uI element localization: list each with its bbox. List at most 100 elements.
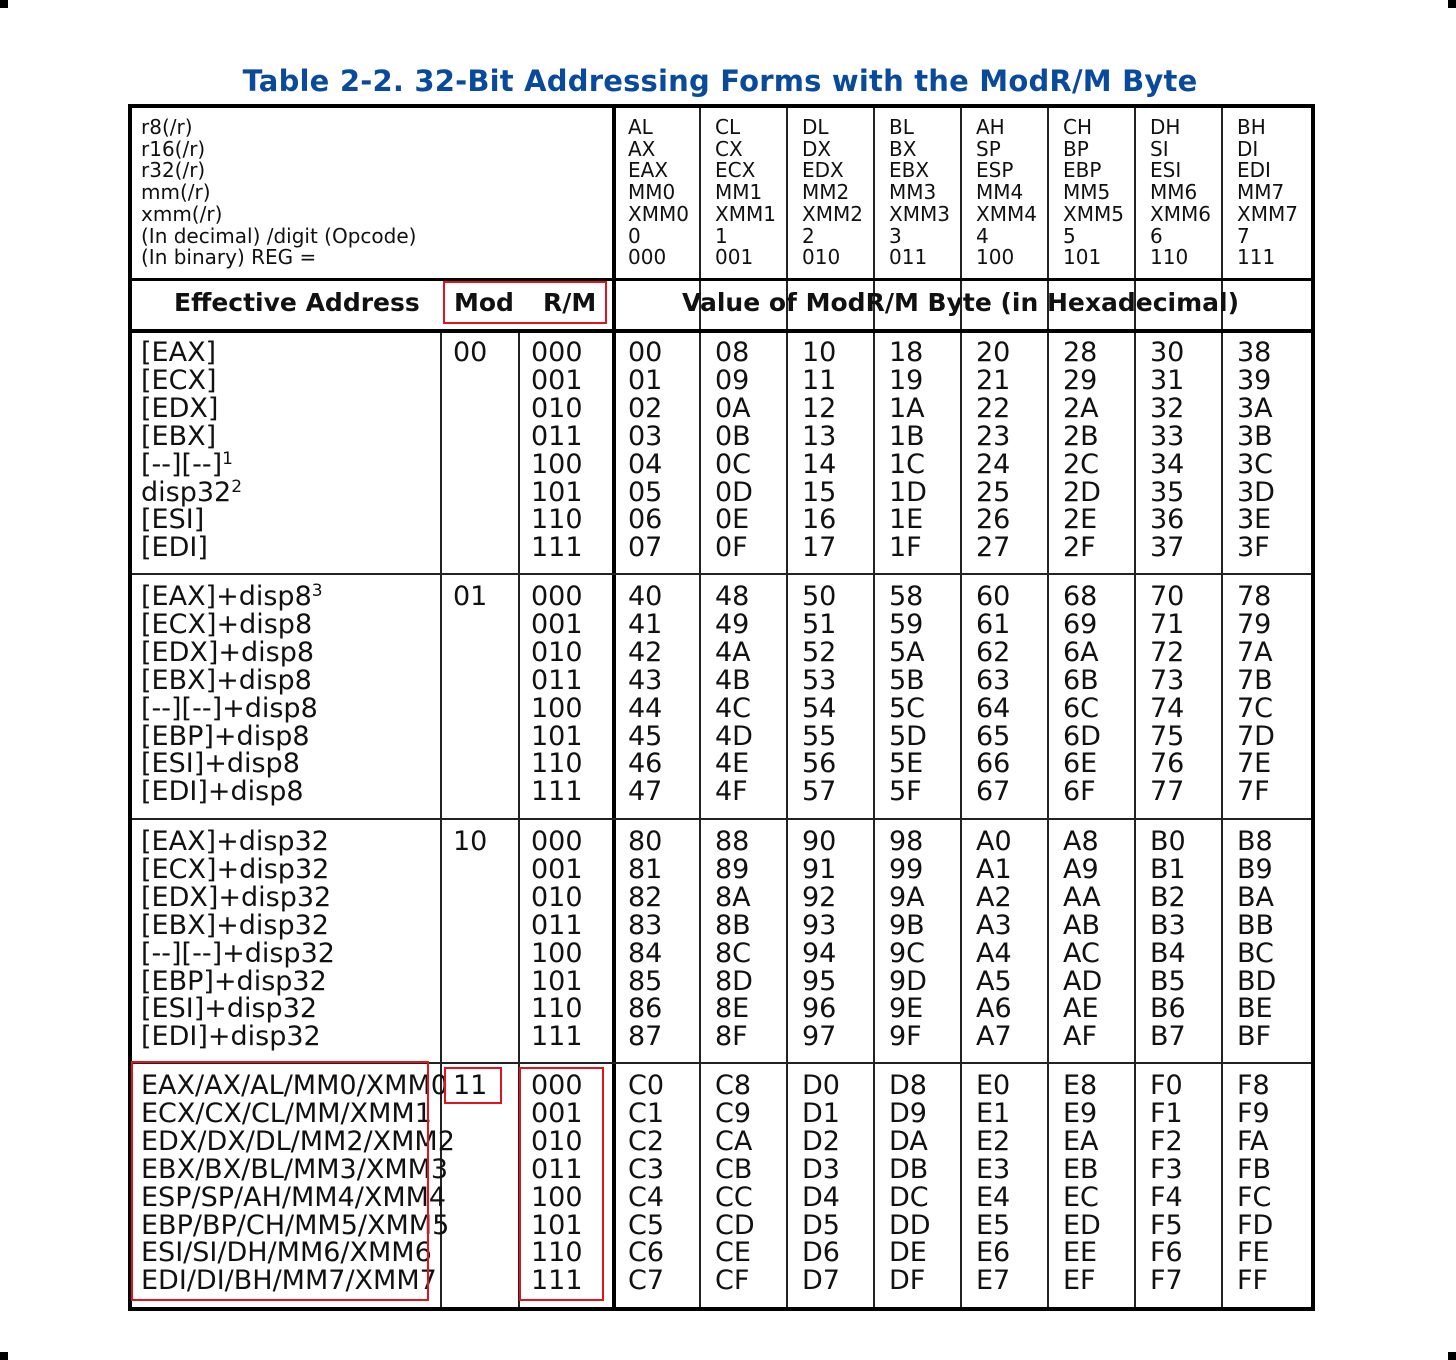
hex-value: E8 — [1063, 1070, 1098, 1101]
register-name: CL — [715, 115, 741, 139]
hex-value: 95 — [802, 965, 837, 997]
column-divider — [786, 108, 788, 1307]
hex-value: 69 — [1063, 608, 1098, 640]
hex-value: 59 — [889, 608, 924, 640]
effective-address-text: ESP/SP/AH/MM4/XMM4 — [141, 1181, 447, 1213]
hex-value: 2F — [1063, 532, 1096, 564]
effective-address: ECX/CX/CL/MM/XMM1 — [141, 1099, 432, 1128]
register-name: 0 — [628, 223, 641, 248]
hex-value: 0D — [715, 476, 753, 508]
hex-value: A6 — [976, 993, 1012, 1025]
hex-value: 93 — [802, 909, 837, 941]
register-name: AL — [628, 115, 653, 139]
footnote-marker: 2 — [231, 476, 243, 497]
hex-value: 00 — [628, 337, 663, 368]
hex-value: 24 — [976, 448, 1011, 480]
rm-value: 101 — [531, 965, 583, 997]
hex-value: 76 — [1150, 748, 1185, 780]
hex-value: 15 — [802, 476, 837, 508]
hex-value: 6D — [1063, 720, 1101, 752]
hex-value: 78 — [1237, 581, 1272, 612]
hex-value: B4 — [1150, 937, 1186, 969]
hex-value: 17 — [802, 532, 837, 564]
rm-value: 110 — [531, 993, 583, 1025]
register-name: EBX — [889, 158, 930, 183]
hex-value: 02 — [628, 392, 663, 424]
hex-value: D3 — [802, 1153, 840, 1185]
register-name: 4 — [976, 223, 989, 248]
register-name: BH — [1237, 115, 1266, 139]
footnote-marker: 3 — [311, 581, 323, 601]
hex-value: 13 — [802, 420, 837, 452]
hex-value: 27 — [976, 532, 1011, 564]
hex-value: 8E — [715, 993, 750, 1025]
register-name: MM7 — [1237, 180, 1285, 205]
hex-value: C1 — [628, 1097, 665, 1129]
hex-value: FD — [1237, 1209, 1274, 1241]
effective-address-header: Effective Address — [174, 288, 420, 317]
hex-value: 04 — [628, 448, 663, 480]
register-name: MM3 — [889, 180, 937, 205]
hex-value: 5D — [889, 720, 927, 752]
rm-header: R/M — [543, 288, 597, 317]
rm-value: 100 — [531, 448, 583, 480]
effective-address-text: [EDI]+disp8 — [141, 776, 304, 808]
hex-value: C3 — [628, 1153, 665, 1185]
hex-value: EF — [1063, 1265, 1096, 1297]
hex-value: 42 — [628, 636, 663, 668]
hex-value: D2 — [802, 1125, 840, 1157]
hex-value: 7E — [1237, 748, 1272, 780]
hex-value: B2 — [1150, 881, 1186, 913]
mod-value: 00 — [453, 337, 488, 368]
hex-value: A0 — [976, 826, 1012, 857]
effective-address: [ECX] — [141, 366, 216, 395]
register-name: ESP — [976, 158, 1014, 183]
hex-value: A8 — [1063, 826, 1099, 857]
hex-value: 43 — [628, 664, 663, 696]
rm-value: 001 — [531, 853, 583, 885]
hex-value: F6 — [1150, 1237, 1183, 1269]
hex-value: 07 — [628, 532, 663, 564]
hex-value: 12 — [802, 392, 837, 424]
mod-value: 01 — [453, 581, 488, 612]
effective-address: [EBP]+disp32 — [141, 967, 327, 996]
hex-value: BF — [1237, 1021, 1272, 1053]
rm-value: 001 — [531, 1097, 583, 1129]
rm-value: 111 — [531, 532, 583, 564]
hex-value: E5 — [976, 1209, 1011, 1241]
hex-value: 7F — [1237, 776, 1270, 808]
register-name: XMM6 — [1150, 201, 1211, 226]
effective-address: [EDX]+disp8 — [141, 638, 314, 667]
hex-value: 4D — [715, 720, 753, 752]
hex-value: 46 — [628, 748, 663, 780]
hex-value: 66 — [976, 748, 1011, 780]
hex-value: F7 — [1150, 1265, 1183, 1297]
hex-value: CE — [715, 1237, 751, 1269]
corner-mark — [1448, 0, 1456, 8]
rm-value: 011 — [531, 664, 583, 696]
register-name: 100 — [976, 245, 1015, 270]
hex-value: 9D — [889, 965, 927, 997]
effective-address-text: [EBX] — [141, 420, 217, 452]
effective-address-text: [EDX]+disp32 — [141, 881, 332, 913]
hex-value: 0F — [715, 532, 748, 564]
hex-value: A1 — [976, 853, 1012, 885]
hex-value: 6E — [1063, 748, 1098, 780]
column-divider — [1134, 108, 1136, 1307]
hex-value: B5 — [1150, 965, 1186, 997]
hex-value: B0 — [1150, 826, 1186, 857]
hex-value: 48 — [715, 581, 750, 612]
hex-value: FA — [1237, 1125, 1269, 1157]
effective-address: [ESI]+disp32 — [141, 995, 317, 1023]
hex-value: 68 — [1063, 581, 1098, 612]
column-divider — [1221, 108, 1223, 1307]
hex-value: BD — [1237, 965, 1277, 997]
effective-address-text: [EDI] — [141, 532, 208, 564]
hex-value: 33 — [1150, 420, 1185, 452]
hex-value: 7B — [1237, 664, 1273, 696]
rm-value: 110 — [531, 748, 583, 780]
hex-value: CB — [715, 1153, 753, 1185]
hex-value: B8 — [1237, 826, 1273, 857]
register-name: CX — [715, 136, 743, 161]
hex-value: B1 — [1150, 853, 1186, 885]
